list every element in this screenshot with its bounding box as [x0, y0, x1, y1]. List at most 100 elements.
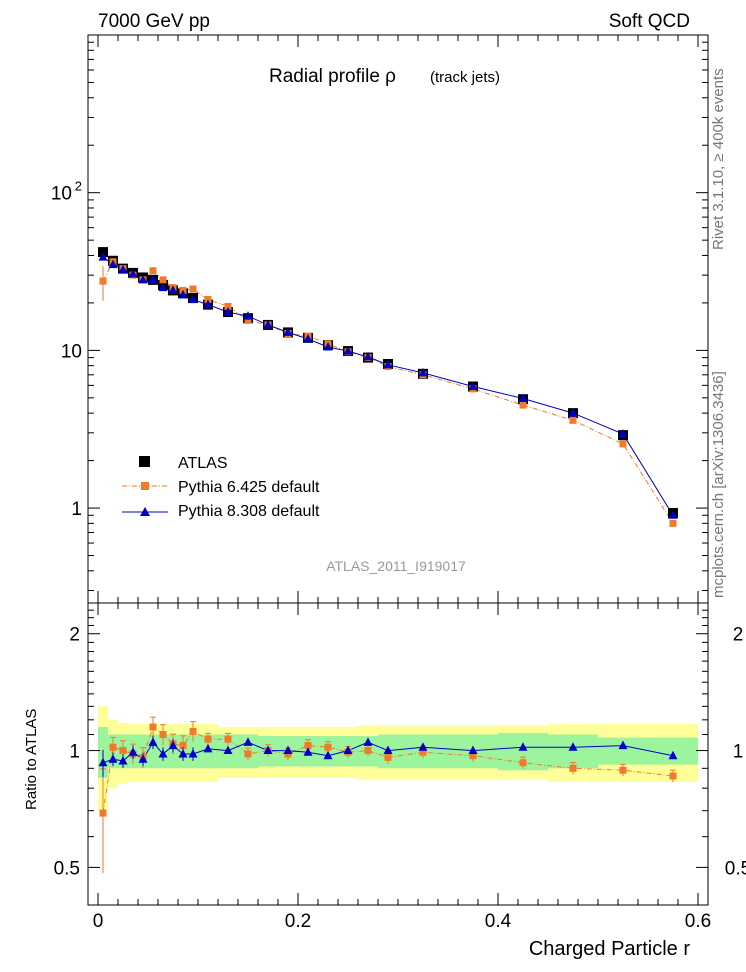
pythia8-point: [518, 393, 528, 403]
ratio-pythia8-point: [343, 745, 353, 755]
ratio-pythia8-point: [203, 743, 213, 753]
ratio-pythia6-point: [519, 759, 527, 767]
ratio-ytick-label-right: 0.5: [725, 858, 746, 879]
ratio-pythia8-point: [263, 745, 273, 755]
pythia8-point: [128, 269, 138, 278]
pythia8-point: [283, 327, 293, 336]
ratio-pythia8-point: [323, 750, 333, 760]
ratio-pythia6-point: [179, 742, 187, 750]
analysis-watermark: ATLAS_2011_I919017: [326, 558, 466, 574]
main-ytick-label: 10: [61, 341, 82, 362]
pythia8-point: [158, 282, 168, 292]
ratio-pythia6-point: [244, 750, 252, 758]
main-data: [98, 247, 678, 527]
legend-item-pythia8: Pythia 8.308 default: [122, 503, 320, 520]
x-tick-label: 0.4: [485, 911, 512, 932]
main-ytick-label-exponent: 2: [75, 179, 82, 194]
pythia6-point: [149, 267, 157, 275]
pythia6-point: [519, 401, 527, 409]
ratio-pythia8-point: [118, 755, 128, 765]
ratio-axes: 0 0.2 0.4 0.6 0.5 0.5 1 1 2 2: [54, 602, 746, 932]
pythia8-point: [168, 285, 178, 294]
pythia8-point: [223, 307, 233, 316]
pythia8-point: [98, 252, 108, 261]
ratio-pythia6-point: [204, 735, 212, 743]
x-tick-label: 0: [93, 911, 104, 932]
pythia6-point: [204, 296, 212, 304]
ratio-pythia8-point: [168, 740, 178, 750]
pythia6-point: [224, 302, 232, 310]
series-line-pythia6: [102, 260, 674, 524]
ratio-pythia8-point: [468, 745, 478, 755]
ratio-y-axis-label: Ratio to ATLAS: [23, 709, 40, 810]
main-ytick-label: 1: [71, 499, 82, 520]
ratio-pythia6-point: [109, 743, 117, 751]
ratio-pythia8-point: [618, 740, 628, 750]
ratio-pythia6-point: [119, 747, 127, 755]
rivet-label: Rivet 3.1.10, ≥ 400k events: [710, 68, 727, 250]
pythia8-point: [668, 510, 678, 519]
pythia8-point: [418, 367, 428, 377]
pythia8-point: [118, 264, 128, 274]
ratio-pythia8-point: [108, 754, 118, 763]
ratio-pythia6-point: [469, 752, 477, 760]
ratio-pythia8-point: [178, 748, 188, 758]
ratio-pythia8-point: [668, 750, 678, 760]
pythia8-point: [178, 289, 188, 299]
legend-label-pythia6: Pythia 6.425 default: [178, 479, 320, 496]
pythia6-point: [619, 440, 627, 448]
pythia8-point: [383, 359, 393, 369]
legend-label-pythia8: Pythia 8.308 default: [178, 503, 320, 520]
chart-title: Radial profile ρ: [269, 66, 396, 87]
pythia6-point: [669, 519, 677, 527]
ratio-pythia8-point: [568, 742, 578, 751]
ratio-ytick-label: 0.5: [54, 858, 80, 879]
x-axis-label: Charged Particle r: [529, 938, 691, 960]
ratio-pythia6-point: [669, 772, 677, 780]
ratio-pythia8-point: [418, 742, 428, 751]
header-right: Soft QCD: [609, 11, 690, 32]
ratio-ytick-label-right: 2: [733, 625, 744, 646]
pythia8-point: [568, 408, 578, 417]
ratio-pythia8-point: [363, 737, 373, 746]
pythia8-point: [303, 334, 313, 343]
ratio-data: [98, 716, 678, 874]
ratio-ytick-label-right: 1: [733, 742, 744, 763]
ratio-pythia6-point: [189, 727, 197, 735]
ratio-pythia8-point: [243, 737, 253, 746]
legend-marker-pythia8: [140, 507, 150, 516]
ratio-pythia6-point: [364, 747, 372, 755]
ratio-pythia6-point: [324, 743, 332, 751]
ratio-pythia8-point: [128, 747, 138, 756]
ratio-pythia8-point: [148, 737, 158, 746]
ratio-pythia8-point: [223, 745, 233, 755]
ratio-pythia6-point: [619, 766, 627, 774]
pythia8-point: [363, 351, 373, 361]
ratio-pythia8-point: [158, 748, 168, 758]
legend-marker-atlas: [139, 456, 150, 467]
pythia8-point: [148, 274, 158, 284]
ratio-ytick-label: 2: [69, 625, 80, 646]
ratio-line-pythia6: [102, 726, 674, 814]
main-ytick-label: 10: [51, 184, 72, 205]
ratio-pythia6-point: [99, 809, 107, 817]
ratio-pythia6-point: [419, 748, 427, 756]
ratio-pythia6-point: [304, 742, 312, 750]
ratio-pythia8-point: [383, 745, 393, 755]
pythia8-point: [108, 259, 118, 269]
pythia6-point: [569, 416, 577, 424]
ratio-pythia8-point: [303, 747, 313, 756]
ratio-pythia8-point: [283, 745, 293, 755]
legend-label-atlas: ATLAS: [178, 455, 228, 472]
ratio-pythia8-point: [518, 742, 528, 751]
ratio-pythia6-point: [159, 730, 167, 738]
ratio-uncertainty-bands: [98, 706, 698, 811]
pythia6-point: [159, 276, 167, 284]
pythia8-point: [323, 342, 333, 351]
pythia6-point: [244, 316, 252, 324]
ratio-pythia8-point: [98, 757, 108, 767]
pythia8-point: [138, 274, 148, 284]
legend: ATLAS Pythia 6.425 default Pythia 8.308 …: [122, 455, 320, 520]
